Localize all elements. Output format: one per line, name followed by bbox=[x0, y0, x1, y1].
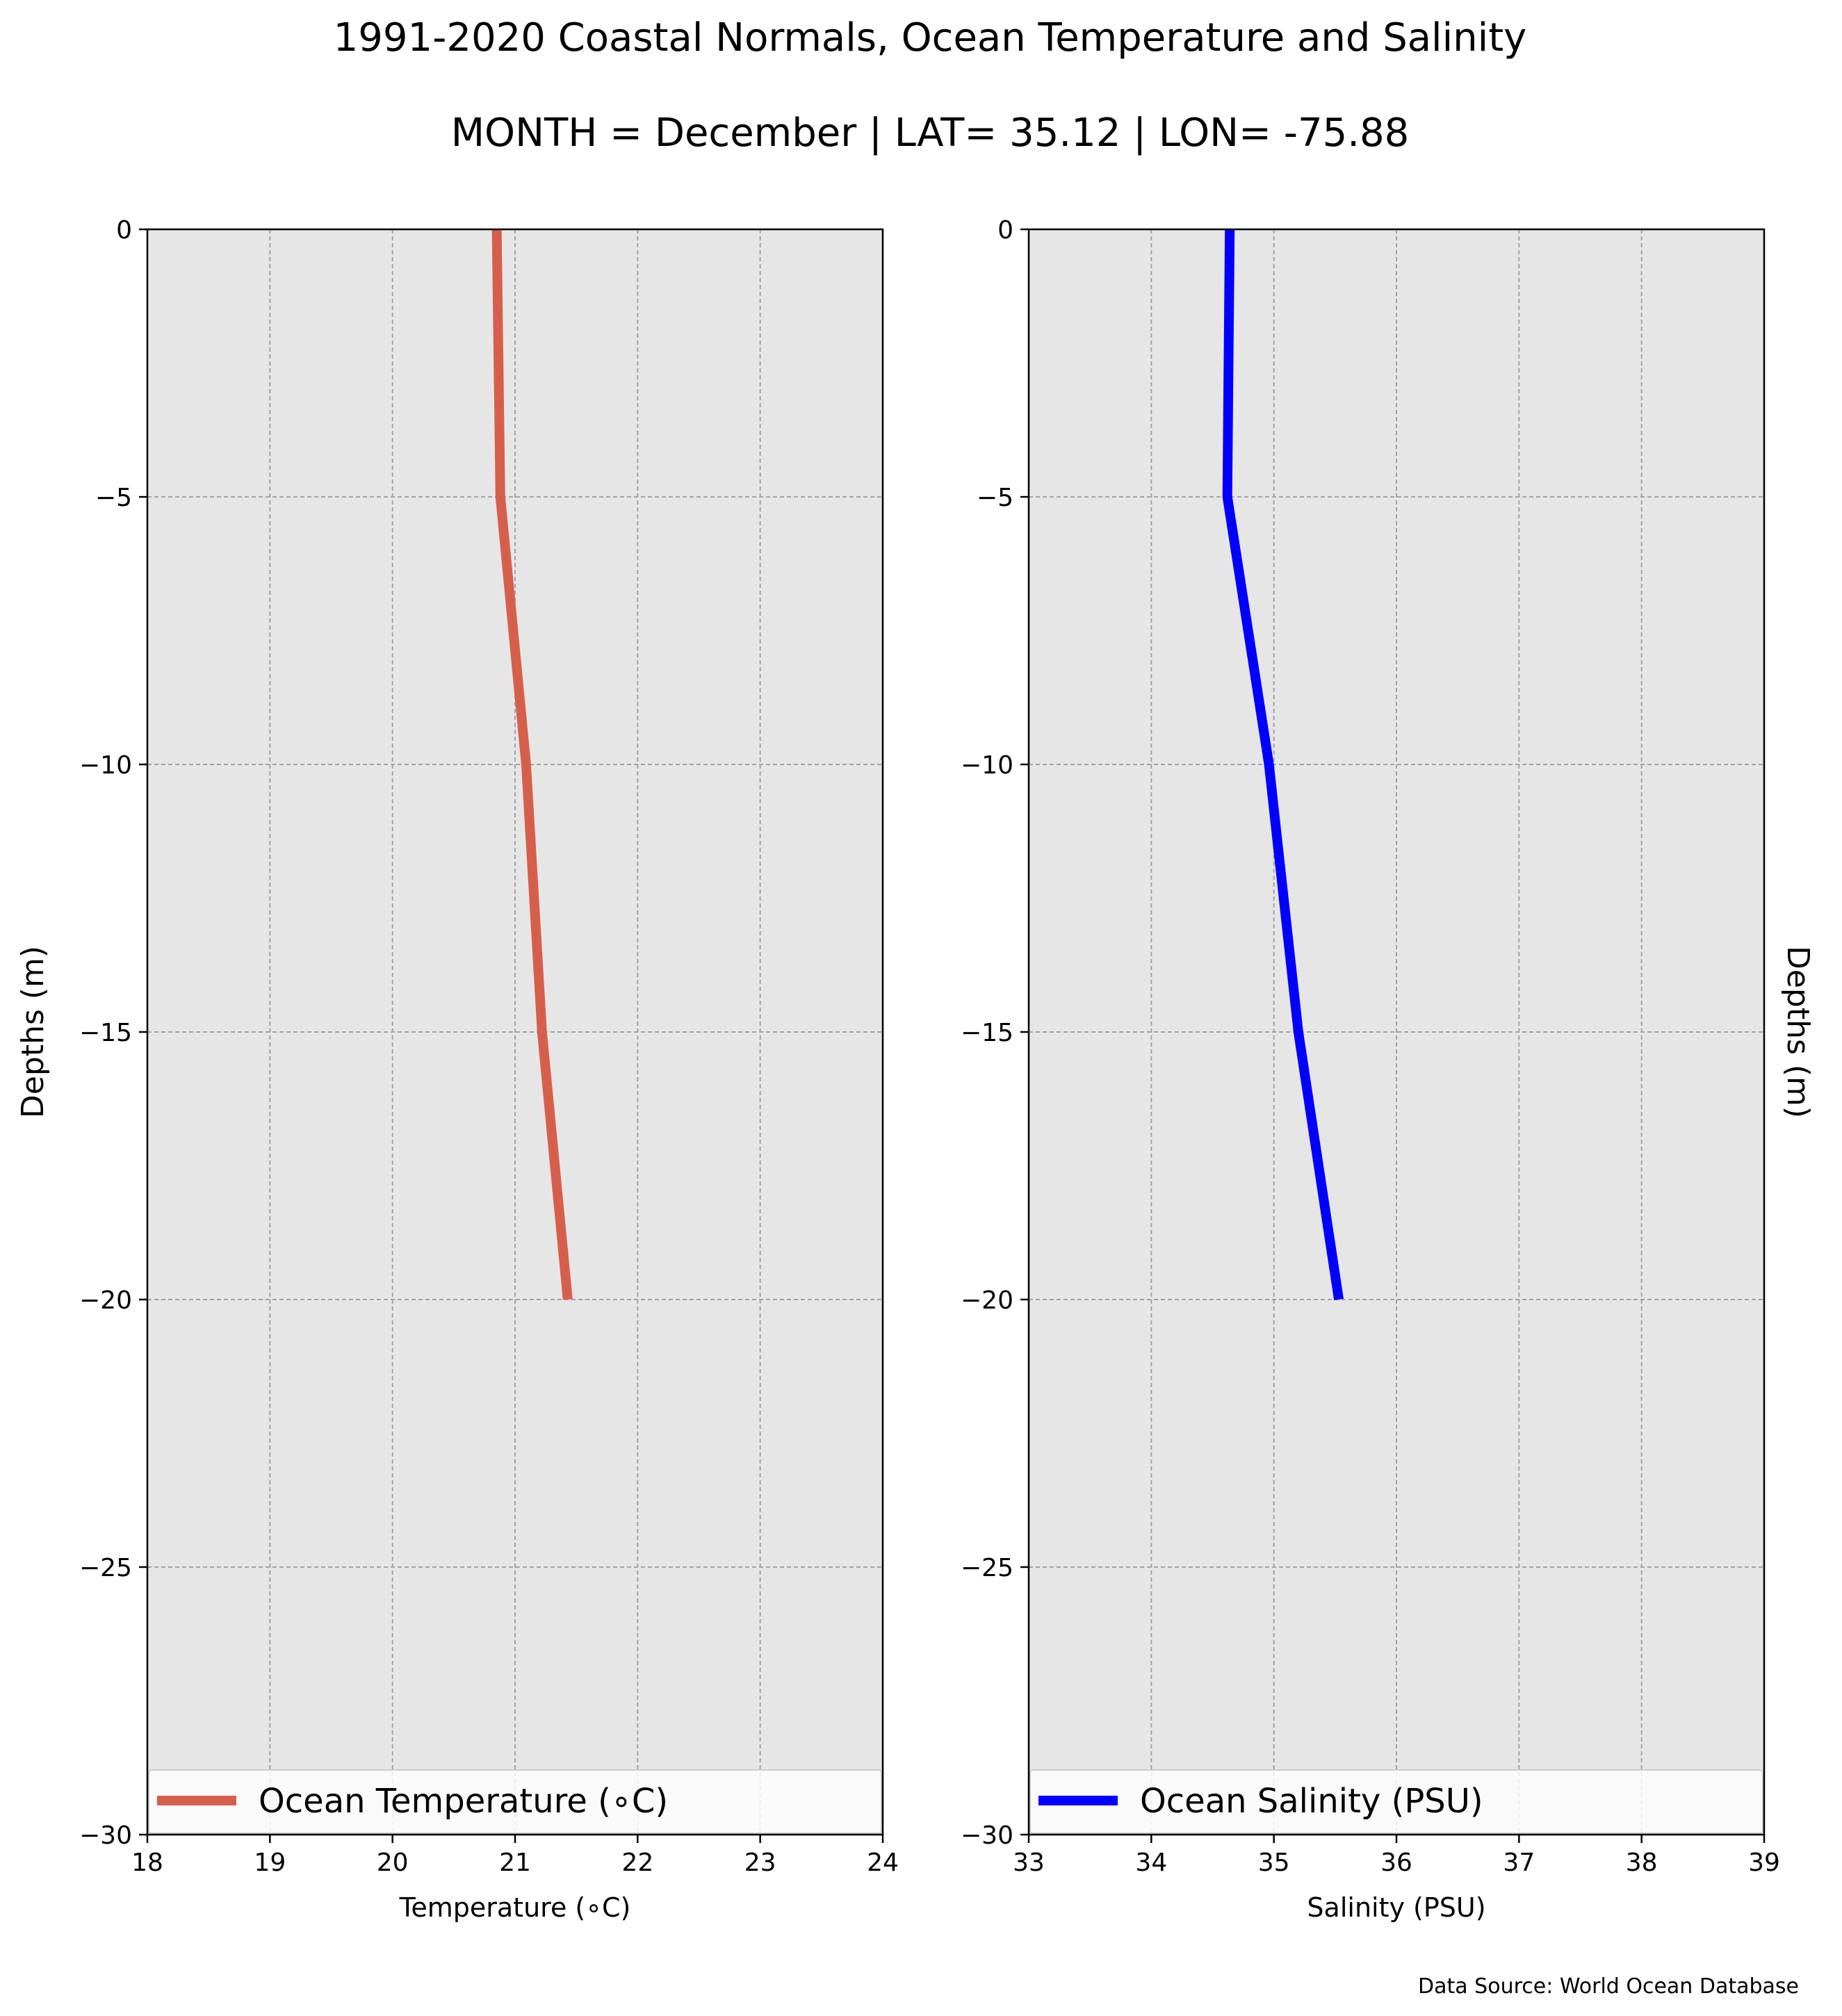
salinity-y-tick-label: −20 bbox=[961, 1286, 1013, 1315]
temperature-x-tick-label: 23 bbox=[744, 1849, 776, 1877]
salinity-legend: Ocean Salinity (PSU) bbox=[1029, 1769, 1763, 1834]
salinity-x-tick-label: 34 bbox=[1135, 1849, 1167, 1877]
temperature-profile-line bbox=[491, 229, 573, 1300]
salinity-y-tick-label: −15 bbox=[961, 1019, 1013, 1047]
temperature-y-tick-label: −10 bbox=[79, 751, 132, 780]
salinity-legend-label: Ocean Salinity (PSU) bbox=[1140, 1782, 1483, 1821]
temperature-x-tick-label: 19 bbox=[254, 1849, 286, 1877]
salinity-x-tick-label: 39 bbox=[1748, 1849, 1780, 1877]
figure-title: 1991-2020 Coastal Normals, Ocean Tempera… bbox=[334, 15, 1527, 60]
temperature-x-axis-label: Temperature (∘C) bbox=[399, 1892, 631, 1923]
salinity-x-axis-label: Salinity (PSU) bbox=[1307, 1892, 1485, 1923]
salinity-profile-line bbox=[1222, 229, 1344, 1301]
temperature-y-tick-label: −20 bbox=[79, 1286, 132, 1315]
salinity-x-tick-label: 36 bbox=[1380, 1849, 1412, 1877]
temperature-x-tick-label: 18 bbox=[131, 1849, 163, 1877]
temperature-x-tick-label: 24 bbox=[867, 1849, 899, 1877]
salinity-legend-box bbox=[1029, 1769, 1763, 1834]
salinity-y-axis-label: Depths (m) bbox=[1780, 946, 1816, 1118]
temperature-x-tick-label: 21 bbox=[499, 1849, 531, 1877]
figure-subtitle: MONTH = December | LAT= 35.12 | LON= -75… bbox=[451, 110, 1410, 156]
temperature-panel: Ocean Temperature (∘C) 18 19 20 21 22 23 24 0 −5 −… bbox=[15, 216, 899, 1923]
temperature-y-tick-label: −15 bbox=[79, 1019, 132, 1047]
temperature-x-tick-label: 20 bbox=[377, 1849, 409, 1877]
data-source-note: Data Source: World Ocean Database bbox=[1418, 1974, 1799, 1999]
salinity-x-tick-label: 38 bbox=[1626, 1849, 1658, 1877]
salinity-panel: Ocean Salinity (PSU) 33 34 35 36 37 38 39 0 −5 −10… bbox=[961, 216, 1816, 1923]
salinity-y-tick-label: −25 bbox=[961, 1554, 1013, 1582]
salinity-y-tick-label: −10 bbox=[961, 751, 1013, 780]
salinity-y-tick-label: −30 bbox=[961, 1821, 1013, 1850]
temperature-y-tick-label: −25 bbox=[79, 1554, 132, 1582]
temperature-legend: Ocean Temperature (∘C) bbox=[148, 1769, 882, 1834]
temperature-y-tick-label: −5 bbox=[95, 484, 132, 512]
salinity-x-tick-label: 37 bbox=[1503, 1849, 1535, 1877]
salinity-y-tick-label: −5 bbox=[977, 484, 1013, 512]
temperature-y-tick-label: −30 bbox=[79, 1821, 132, 1850]
temperature-legend-box bbox=[148, 1769, 882, 1834]
temperature-x-tick-label: 22 bbox=[621, 1849, 653, 1877]
salinity-x-tick-label: 35 bbox=[1258, 1849, 1290, 1877]
salinity-x-tick-label: 33 bbox=[1013, 1849, 1045, 1877]
salinity-y-tick-label: 0 bbox=[997, 216, 1013, 245]
temperature-y-axis-label: Depths (m) bbox=[15, 946, 51, 1118]
temperature-y-tick-label: 0 bbox=[116, 216, 132, 245]
temperature-legend-label: Ocean Temperature (∘C) bbox=[259, 1782, 668, 1821]
